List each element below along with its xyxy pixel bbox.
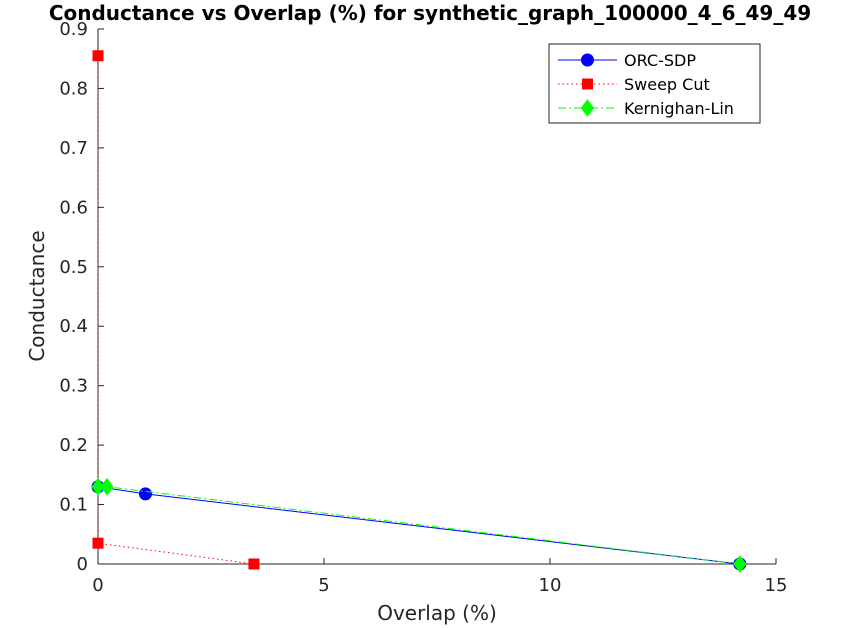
chart-title: Conductance vs Overlap (%) for synthetic…	[49, 1, 811, 25]
x-tick-label: 5	[318, 575, 329, 596]
legend-items: ORC-SDP Sweep Cut Kernighan-Lin	[558, 51, 734, 118]
legend-item: Kernighan-Lin	[558, 99, 734, 118]
data-point	[100, 477, 114, 496]
y-tick-label: 0.3	[59, 376, 88, 397]
x-tick-label: 15	[765, 575, 788, 596]
y-tick-label: 0.8	[59, 78, 88, 99]
y-tick-label: 0.9	[59, 19, 88, 40]
series-sweep-cut	[92, 50, 260, 570]
legend-label: Sweep Cut	[624, 75, 710, 94]
series-orc-sdp	[91, 480, 747, 571]
data-point	[91, 477, 105, 496]
series-line	[97, 55, 255, 565]
legend-marker	[580, 99, 595, 117]
y-axis-ticks: 0 0.1 0.2 0.3 0.4 0.5 0.6 0.7 0.8 0.9	[59, 19, 104, 575]
y-tick-label: 0.4	[59, 316, 88, 337]
data-point	[138, 487, 152, 501]
y-axis-label: Conductance	[25, 230, 49, 361]
series-kernighan-lin	[91, 477, 747, 573]
y-tick-label: 0.5	[59, 257, 88, 278]
x-axis-ticks: 0 5 10 15	[92, 558, 787, 596]
y-tick-label: 0.7	[59, 138, 88, 159]
legend-label: ORC-SDP	[624, 51, 696, 70]
legend-label: Kernighan-Lin	[624, 99, 734, 118]
legend-item: ORC-SDP	[558, 51, 696, 70]
y-tick-label: 0.2	[59, 435, 88, 456]
series-line	[98, 486, 740, 565]
legend: ORC-SDP Sweep Cut Kernighan-Lin	[548, 43, 761, 124]
data-point	[92, 50, 104, 62]
y-tick-label: 0.6	[59, 197, 88, 218]
data-point	[733, 555, 747, 573]
x-tick-label: 10	[539, 575, 562, 596]
series-layer	[91, 50, 747, 573]
legend-marker	[581, 53, 594, 67]
plot-area: 0 5 10 15 0 0.1 0.2 0.3 0.4 0.5 0.6 0.7 0.8 0.9	[59, 19, 787, 596]
x-tick-label: 0	[92, 575, 103, 596]
legend-marker	[582, 78, 593, 90]
data-point	[248, 558, 260, 570]
x-axis-label: Overlap (%)	[377, 601, 497, 625]
y-tick-label: 0	[77, 554, 88, 575]
data-point	[92, 537, 104, 549]
legend-item: Sweep Cut	[558, 75, 710, 94]
y-tick-label: 0.1	[59, 495, 88, 516]
